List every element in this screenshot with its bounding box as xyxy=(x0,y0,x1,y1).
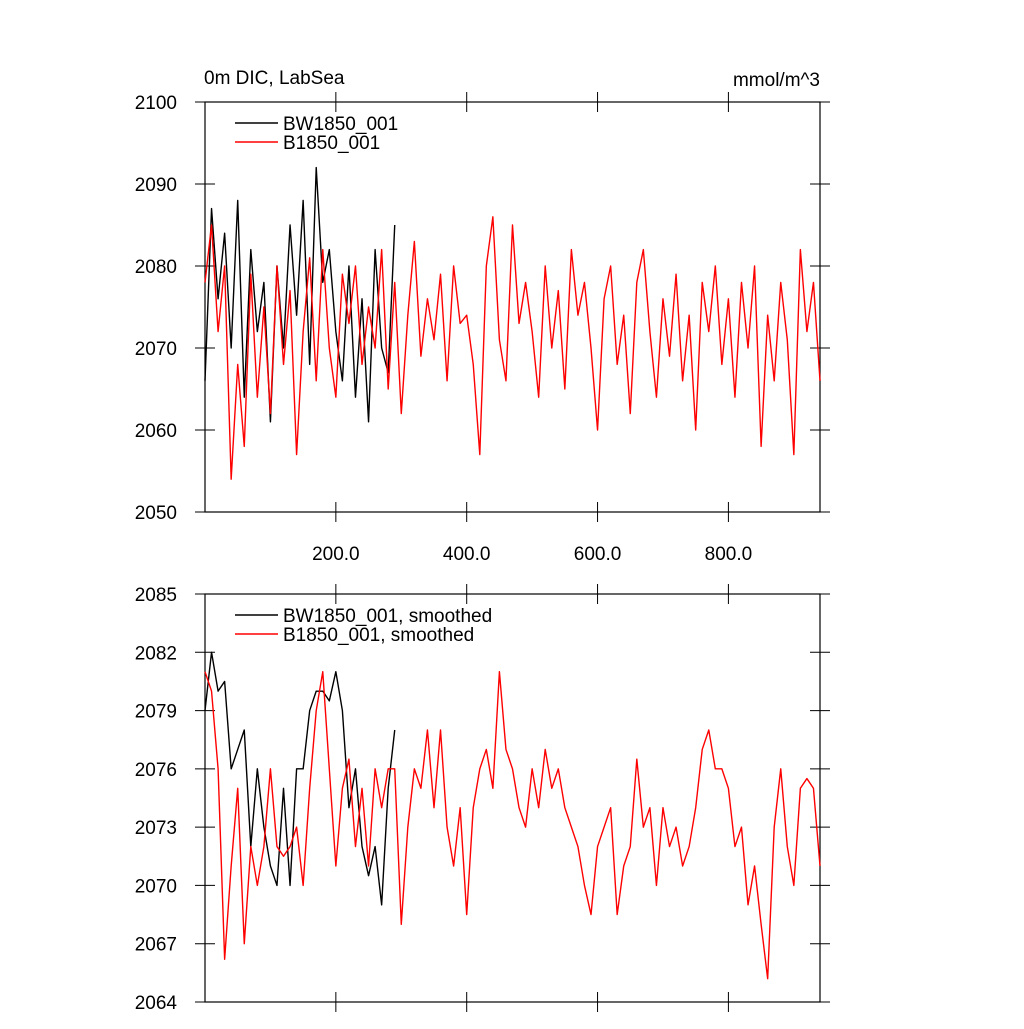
y-tick-label: 2080 xyxy=(135,257,177,278)
plot-frame xyxy=(204,593,821,1003)
legend-label: B1850_001 xyxy=(283,133,380,154)
y-tick-label: 2079 xyxy=(135,702,177,723)
y-tick-label: 2050 xyxy=(135,503,177,524)
x-tick-label: 800.0 xyxy=(705,544,753,565)
y-tick-label: 2076 xyxy=(135,760,177,781)
y-tick-label: 2070 xyxy=(135,876,177,897)
x-tick-label: 400.0 xyxy=(443,544,491,565)
y-tick-label: 2090 xyxy=(135,175,177,196)
y-tick-label: 2064 xyxy=(135,993,178,1014)
y-tick-label: 2073 xyxy=(135,818,177,839)
legend-label: BW1850_001 xyxy=(283,114,398,135)
legend-label: BW1850_001, smoothed xyxy=(283,606,492,627)
plot-frame xyxy=(204,101,821,513)
y-tick-label: 2070 xyxy=(135,339,177,360)
x-tick-label: 200.0 xyxy=(312,544,360,565)
y-tick-label: 2067 xyxy=(135,935,177,956)
series-line xyxy=(204,651,396,906)
y-tick-label: 2100 xyxy=(135,93,177,114)
x-tick-label: 600.0 xyxy=(574,544,622,565)
series-line xyxy=(204,166,396,423)
chart-title: 0m DIC, LabSea xyxy=(204,68,345,89)
y-tick-label: 2060 xyxy=(135,421,177,442)
units-label: mmol/m^3 xyxy=(733,70,820,91)
y-tick-label: 2085 xyxy=(135,585,177,606)
series-line xyxy=(204,216,821,480)
legend-label: B1850_001, smoothed xyxy=(283,625,474,646)
series-line xyxy=(204,671,821,980)
y-tick-label: 2082 xyxy=(135,643,177,664)
